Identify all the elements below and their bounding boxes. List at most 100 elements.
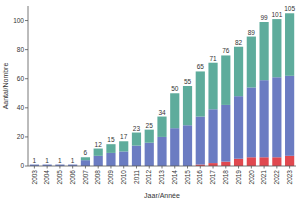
x-tick-label: 2011 <box>133 170 140 184</box>
y-tick-label: 80 <box>17 46 25 53</box>
total-label: 1 <box>58 157 62 164</box>
bar-segment <box>43 164 52 165</box>
x-tick-label: 2006 <box>69 170 76 185</box>
total-label: 6 <box>84 149 88 156</box>
total-label: 89 <box>248 29 256 36</box>
bar-segment <box>247 37 256 88</box>
bar-segment <box>145 143 154 166</box>
bar-segment <box>208 163 217 166</box>
bar-segment <box>157 137 166 166</box>
bar-segment <box>272 19 281 77</box>
x-tick <box>149 166 150 169</box>
bar-segment <box>247 157 256 166</box>
x-tick <box>289 166 290 169</box>
y-tick-label: 20 <box>17 133 25 140</box>
bars <box>30 13 294 166</box>
x-tick-label: 2008 <box>94 170 101 185</box>
x-tick <box>123 166 124 169</box>
bar-segment <box>234 159 243 166</box>
total-label: 1 <box>33 157 37 164</box>
x-tick-label: 2012 <box>145 170 152 185</box>
bar-segment <box>106 144 115 153</box>
x-axis-title: Jaar/Année <box>144 192 180 199</box>
bar-segment <box>106 153 115 166</box>
x-tick-label: 2023 <box>286 170 293 185</box>
bar-segment <box>221 55 230 104</box>
bar-segment <box>221 105 230 162</box>
bar-segment <box>285 76 294 156</box>
x-tick-label: 2016 <box>196 170 203 185</box>
bar-segment <box>196 71 205 116</box>
bar-segment <box>183 86 192 125</box>
x-tick <box>276 166 277 169</box>
chart: 1111612151723253450556571768289991011050… <box>0 0 300 200</box>
y-tick <box>25 136 28 137</box>
total-label: 23 <box>133 125 141 132</box>
y-tick-label: 0 <box>20 162 24 169</box>
y-tick-label: 40 <box>17 104 25 111</box>
bar-segment <box>132 133 141 146</box>
x-tick <box>213 166 214 169</box>
total-label: 25 <box>146 122 154 129</box>
x-tick-label: 2019 <box>235 170 242 185</box>
bar-segment <box>94 149 103 156</box>
bar-segment <box>170 128 179 166</box>
bar-segment <box>208 109 217 163</box>
x-tick-label: 2018 <box>222 170 229 185</box>
bar-segment <box>81 157 90 160</box>
total-label: 82 <box>235 39 243 46</box>
x-tick-label: 2017 <box>209 170 216 185</box>
bar-segment <box>272 77 281 157</box>
x-tick <box>34 166 35 169</box>
x-tick <box>72 166 73 169</box>
bar-segment <box>260 22 269 80</box>
bar-segment <box>208 63 217 110</box>
bar-segment <box>221 162 230 166</box>
bar-segment <box>81 160 90 166</box>
x-tick-label: 2004 <box>43 170 50 185</box>
x-tick-label: 2010 <box>120 170 127 185</box>
x-tick <box>200 166 201 169</box>
x-tick <box>85 166 86 169</box>
x-tick-label: 2021 <box>260 170 267 185</box>
x-tick-label: 2014 <box>171 170 178 185</box>
bar-segment <box>157 117 166 137</box>
total-label: 101 <box>271 11 282 18</box>
total-label: 34 <box>158 109 166 116</box>
total-label: 1 <box>71 157 75 164</box>
x-tick <box>238 166 239 169</box>
bar-segment <box>234 96 243 159</box>
bar-segment <box>170 93 179 128</box>
bar-segment <box>145 130 154 143</box>
x-tick-label: 2015 <box>184 170 191 185</box>
bar-segment <box>94 156 103 166</box>
y-tick-label: 60 <box>17 75 25 82</box>
x-tick <box>110 166 111 169</box>
bar-segment <box>247 87 256 157</box>
total-label: 99 <box>260 14 268 21</box>
x-tick <box>187 166 188 169</box>
x-tick-label: 2022 <box>273 170 280 185</box>
total-label: 1 <box>45 157 49 164</box>
total-label: 71 <box>209 55 217 62</box>
bar-segment <box>119 141 128 151</box>
x-tick-label: 2005 <box>56 170 63 185</box>
total-label: 12 <box>95 141 103 148</box>
bar-segment <box>285 13 294 76</box>
x-tick-label: 2013 <box>158 170 165 185</box>
y-tick-label: 100 <box>13 17 24 24</box>
y-tick <box>25 49 28 50</box>
x-tick-label: 2009 <box>107 170 114 185</box>
x-tick <box>136 166 137 169</box>
x-tick <box>47 166 48 169</box>
bar-segment <box>285 156 294 166</box>
bar-segment <box>30 164 39 165</box>
x-tick-label: 2003 <box>31 170 38 185</box>
bar-segment <box>183 125 192 166</box>
x-tick <box>162 166 163 169</box>
total-label: 65 <box>197 63 205 70</box>
x-tick <box>251 166 252 169</box>
bar-segment <box>119 151 128 166</box>
total-label: 17 <box>120 133 128 140</box>
x-tick-label: 2020 <box>248 170 255 185</box>
